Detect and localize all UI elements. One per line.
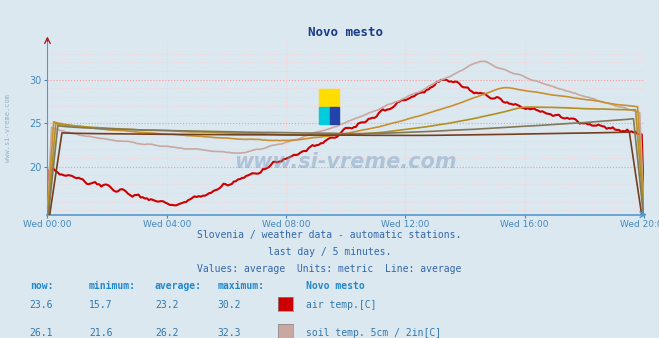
Text: maximum:: maximum: [217,281,264,291]
Text: 30.2: 30.2 [217,300,241,310]
Text: 26.1: 26.1 [30,328,53,338]
Title: Novo mesto: Novo mesto [308,26,383,40]
Text: Novo mesto: Novo mesto [306,281,365,291]
Text: minimum:: minimum: [89,281,136,291]
Text: air temp.[C]: air temp.[C] [306,300,377,310]
Text: 23.2: 23.2 [155,300,179,310]
Text: 23.6: 23.6 [30,300,53,310]
Text: 15.7: 15.7 [89,300,113,310]
Text: 21.6: 21.6 [89,328,113,338]
Text: 32.3: 32.3 [217,328,241,338]
Text: www.si-vreme.com: www.si-vreme.com [5,94,11,163]
Bar [330,107,339,124]
Bar [319,89,339,107]
Text: Slovenia / weather data - automatic stations.: Slovenia / weather data - automatic stat… [197,230,462,240]
Text: 26.2: 26.2 [155,328,179,338]
Text: www.si-vreme.com: www.si-vreme.com [235,152,457,172]
Text: soil temp. 5cm / 2in[C]: soil temp. 5cm / 2in[C] [306,328,442,338]
Text: last day / 5 minutes.: last day / 5 minutes. [268,247,391,257]
Text: now:: now: [30,281,53,291]
Text: average:: average: [155,281,202,291]
Bar [319,107,330,124]
Text: Values: average  Units: metric  Line: average: Values: average Units: metric Line: aver… [197,264,462,274]
